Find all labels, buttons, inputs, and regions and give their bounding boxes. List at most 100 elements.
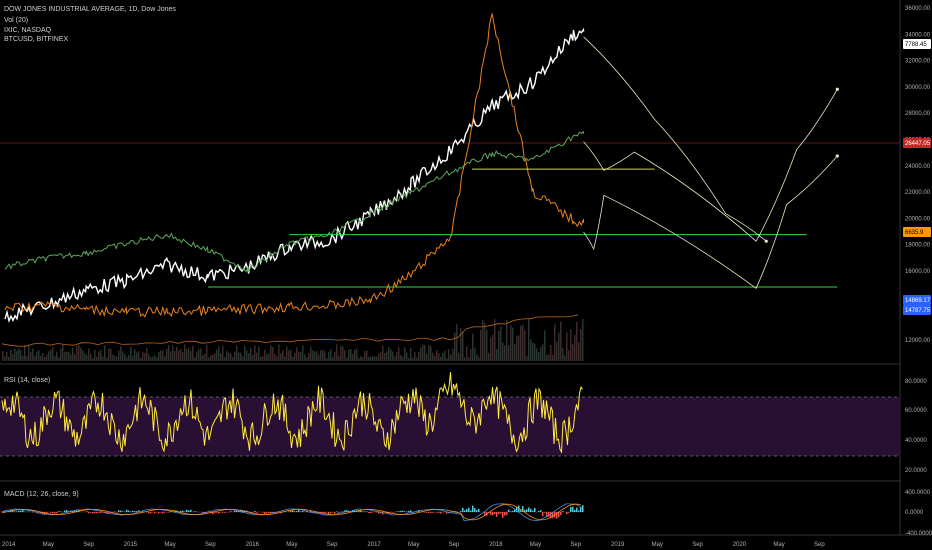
volume-bar <box>518 335 520 361</box>
volume-bar <box>68 351 70 361</box>
volume-bar <box>242 356 244 361</box>
volume-bar <box>72 347 74 361</box>
volume-bar <box>310 346 312 361</box>
volume-bar <box>538 352 540 361</box>
volume-bar <box>224 356 226 361</box>
time-tick-label: May <box>773 542 784 548</box>
volume-bar <box>180 349 182 361</box>
volume-bar <box>416 357 418 361</box>
legend-btc[interactable]: BTCUSD, BITFINEX <box>4 36 69 43</box>
macd-histogram-bar <box>432 512 434 513</box>
macd-histogram-bar <box>364 511 366 512</box>
macd-histogram-bar <box>430 512 432 513</box>
volume-bar <box>398 347 400 361</box>
volume-bar <box>200 348 202 361</box>
macd-histogram-bar <box>234 510 236 512</box>
macd-histogram-bar <box>120 510 122 512</box>
volume-bar <box>196 351 198 361</box>
volume-bar <box>2 351 4 361</box>
volume-bar <box>520 325 522 361</box>
volume-bar <box>98 351 100 361</box>
time-tick-label: May <box>408 542 419 548</box>
macd-label[interactable]: MACD (12, 26, close, 9) <box>4 491 79 498</box>
macd-histogram-bar <box>162 512 164 514</box>
volume-bar <box>20 350 22 361</box>
volume-bar <box>528 318 530 361</box>
macd-histogram-bar <box>292 510 294 512</box>
macd-histogram-bar <box>496 512 498 517</box>
volume-bar <box>490 337 492 361</box>
macd-histogram-bar <box>494 512 496 515</box>
macd-histogram-bar <box>288 511 290 512</box>
volume-bar <box>406 352 408 361</box>
macd-histogram-bar <box>446 512 448 514</box>
legend-ixic[interactable]: IXIC, NASDAQ <box>4 27 52 34</box>
volume-bar <box>452 348 454 361</box>
volume-bar <box>542 344 544 361</box>
volume-bar <box>286 346 288 361</box>
macd-histogram-bar <box>118 510 120 512</box>
volume-bar <box>56 351 58 361</box>
volume-bar <box>570 329 572 361</box>
macd-histogram-bar <box>402 510 404 512</box>
volume-bar <box>284 356 286 361</box>
price-tick-label: 24000.00 <box>905 164 931 170</box>
volume-bar <box>446 357 448 361</box>
macd-histogram-bar <box>516 506 518 512</box>
volume-bar <box>444 350 446 361</box>
volume-bar <box>386 351 388 361</box>
volume-bar <box>410 347 412 361</box>
legend-volume[interactable]: Vol (20) <box>4 17 29 24</box>
macd-histogram-bar <box>42 512 44 515</box>
volume-bar <box>414 351 416 361</box>
volume-bar <box>276 356 278 361</box>
macd-histogram-bar <box>532 510 534 512</box>
volume-bar <box>46 354 48 361</box>
macd-histogram-bar <box>386 512 388 514</box>
macd-histogram-bar <box>522 506 524 512</box>
volume-bar <box>552 354 554 361</box>
volume-bar <box>350 349 352 361</box>
volume-bar <box>120 346 122 361</box>
volume-bar <box>404 347 406 361</box>
macd-histogram-bar <box>262 512 264 513</box>
volume-bar <box>468 357 470 361</box>
volume-bar <box>110 348 112 361</box>
volume-bar <box>546 355 548 361</box>
volume-bar <box>522 324 524 361</box>
macd-histogram-bar <box>392 512 394 513</box>
price-tick-label: 34000.00 <box>905 32 931 38</box>
volume-bar <box>392 351 394 361</box>
volume-bar <box>252 354 254 361</box>
volume-bar <box>62 344 64 361</box>
macd-histogram-bar <box>56 512 58 514</box>
macd-histogram-bar <box>502 512 504 518</box>
macd-histogram-bar <box>484 512 486 516</box>
dji-line <box>4 27 585 324</box>
rsi-label[interactable]: RSI (14, close) <box>4 377 51 384</box>
macd-histogram-bar <box>322 512 324 514</box>
volume-bar <box>324 351 326 361</box>
volume-bar <box>190 350 192 361</box>
volume-bar <box>512 327 514 361</box>
volume-bar <box>496 348 498 361</box>
volume-bar <box>564 355 566 361</box>
volume-bar <box>580 328 582 361</box>
volume-bar <box>306 357 308 361</box>
macd-histogram-bar <box>550 512 552 519</box>
macd-histogram-bar <box>296 510 298 512</box>
volume-bar <box>500 326 502 361</box>
volume-bar <box>76 345 78 361</box>
volume-bar <box>266 354 268 361</box>
volume-bar <box>272 346 274 361</box>
macd-histogram-bar <box>570 507 572 512</box>
volume-bar <box>94 349 96 361</box>
volume-bar <box>304 354 306 361</box>
volume-bar <box>454 332 456 361</box>
volume-bar <box>402 356 404 361</box>
macd-histogram-bar <box>556 512 558 519</box>
volume-bar <box>234 351 236 361</box>
volume-bar <box>238 352 240 361</box>
time-tick-label: 2017 <box>367 542 381 548</box>
